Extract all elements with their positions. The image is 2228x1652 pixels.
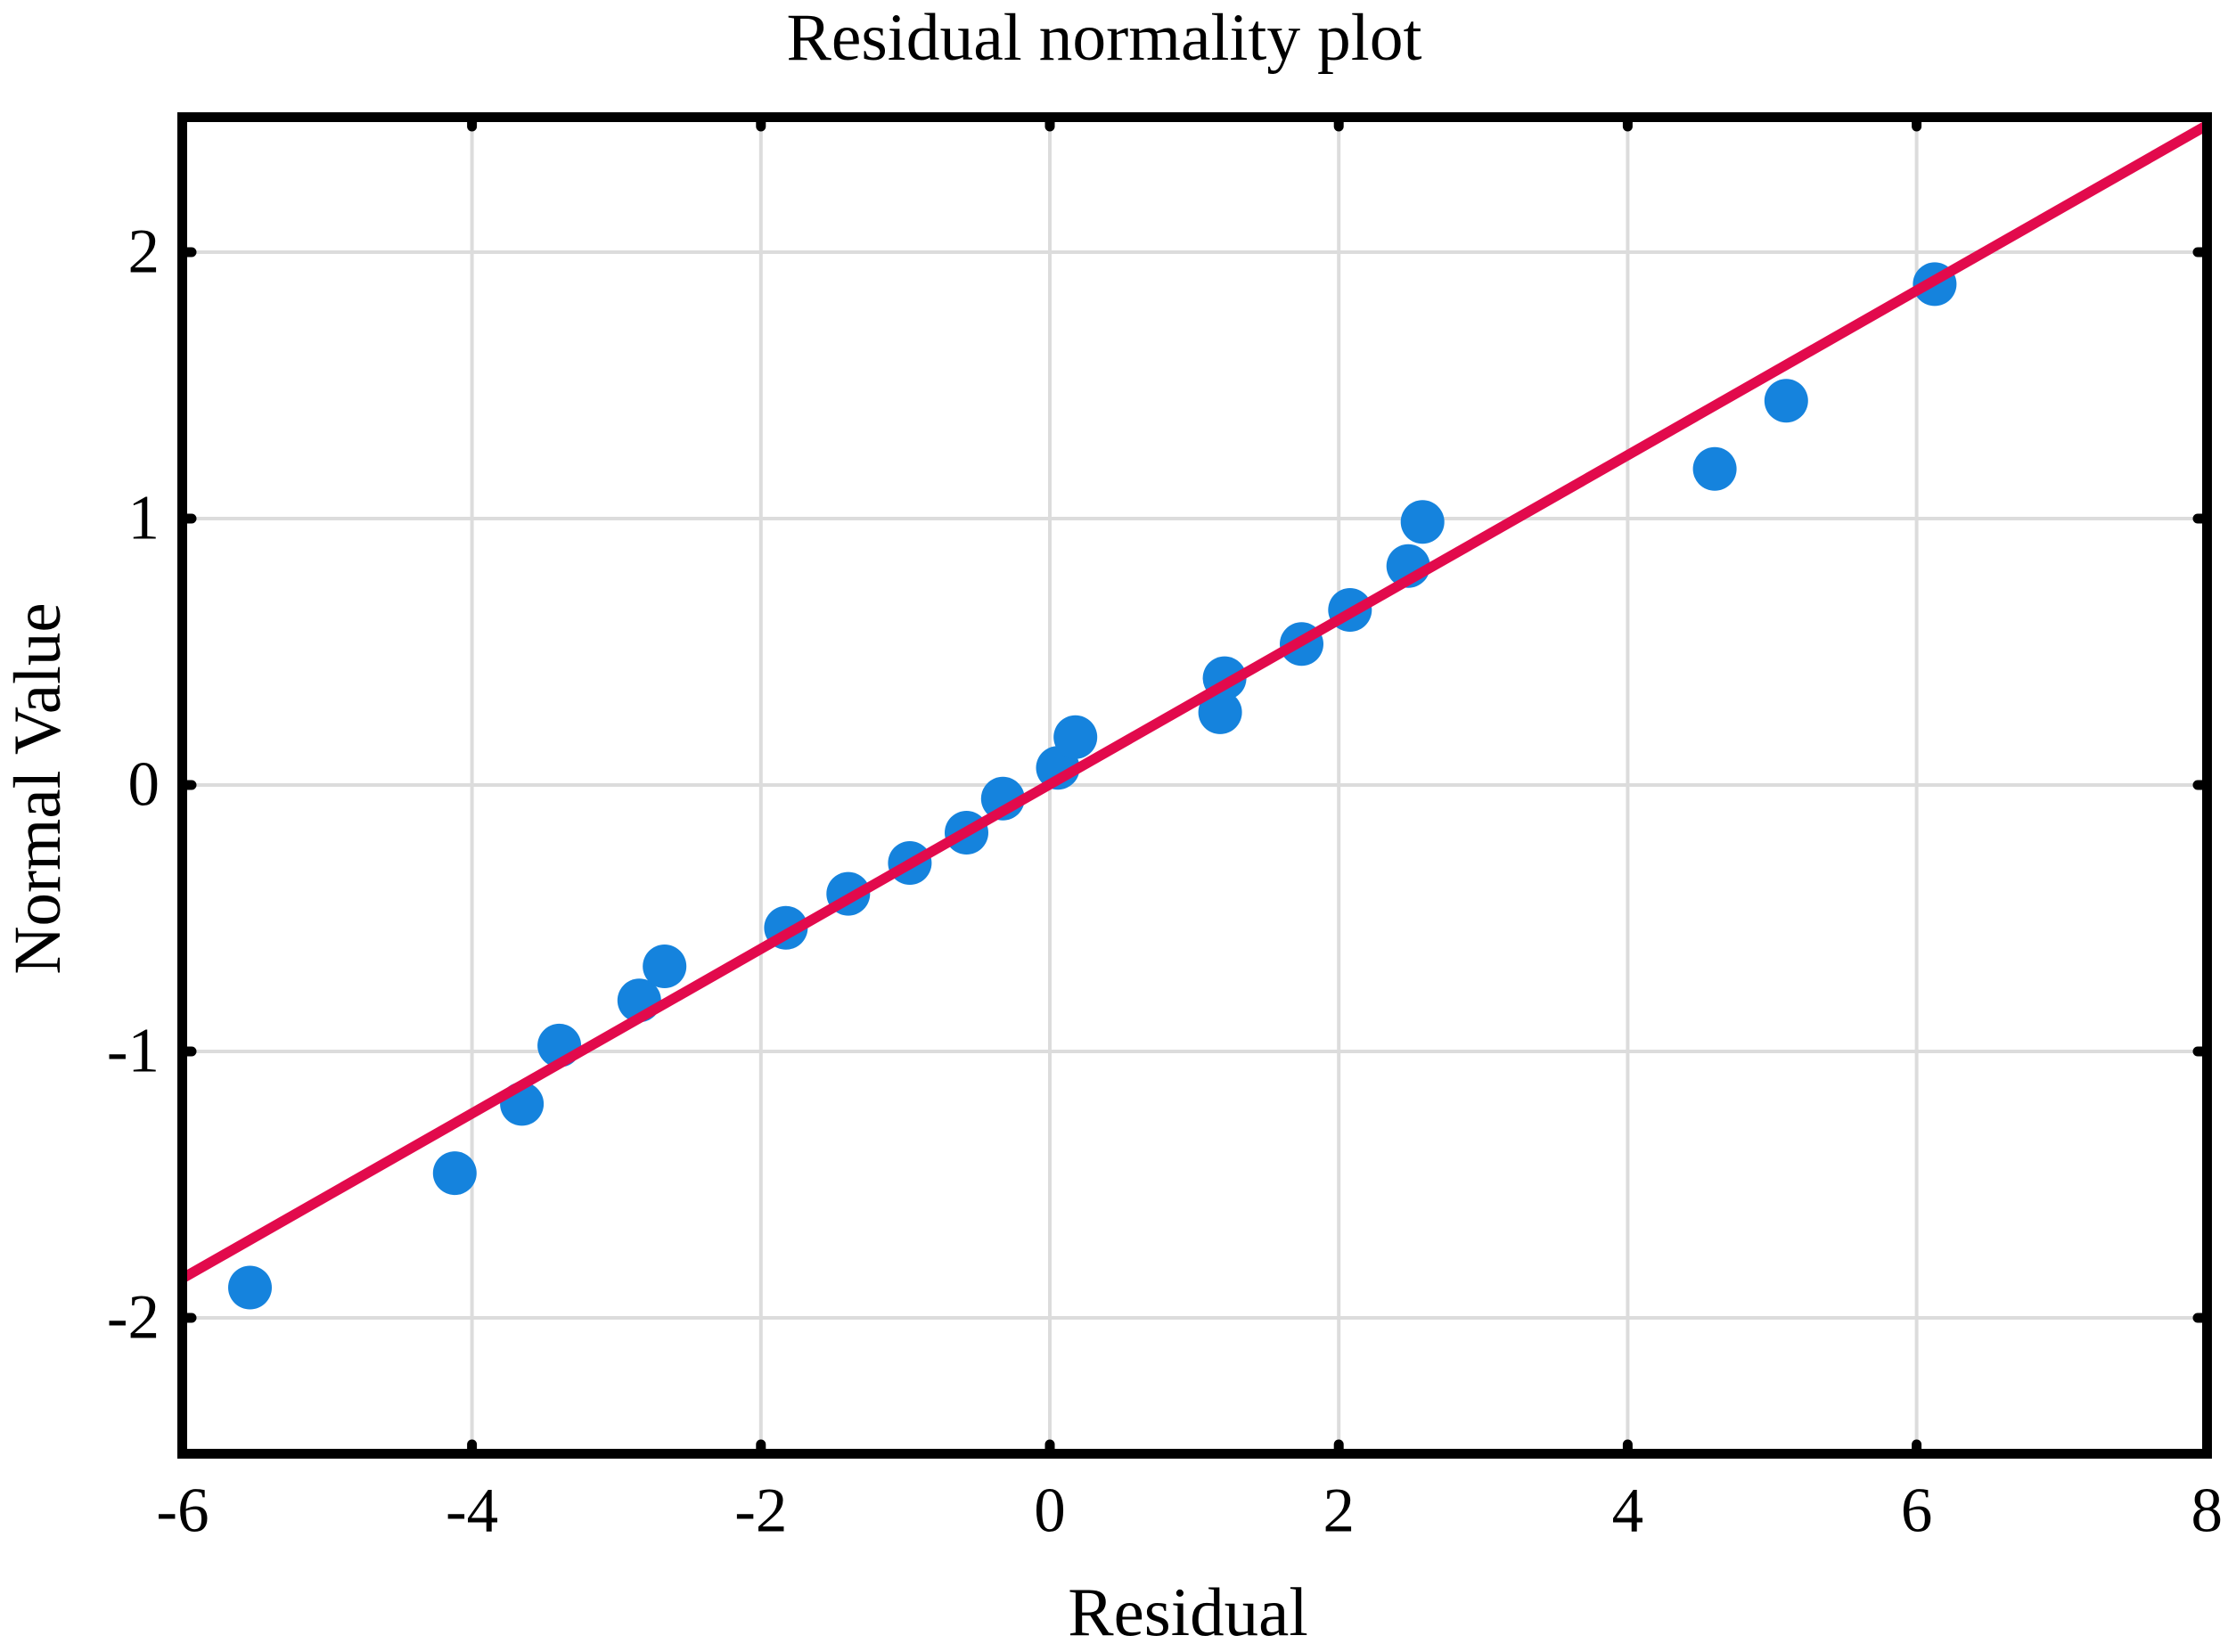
svg-text:6: 6 (1901, 1476, 1933, 1546)
svg-text:-2: -2 (107, 1283, 160, 1353)
svg-text:0: 0 (1034, 1476, 1066, 1546)
svg-text:1: 1 (128, 484, 160, 553)
svg-text:-2: -2 (734, 1476, 787, 1546)
svg-text:2: 2 (1323, 1476, 1355, 1546)
svg-text:Normal Value: Normal Value (1, 602, 75, 974)
svg-text:-1: -1 (107, 1017, 160, 1086)
svg-text:-4: -4 (446, 1476, 498, 1546)
svg-text:4: 4 (1612, 1476, 1644, 1546)
svg-text:8: 8 (2191, 1476, 2224, 1546)
svg-text:Residual: Residual (1068, 1574, 1307, 1650)
svg-text:0: 0 (128, 750, 160, 820)
svg-text:2: 2 (128, 217, 160, 287)
svg-text:-6: -6 (156, 1476, 209, 1546)
svg-text:Residual normality plot: Residual normality plot (787, 1, 1422, 75)
